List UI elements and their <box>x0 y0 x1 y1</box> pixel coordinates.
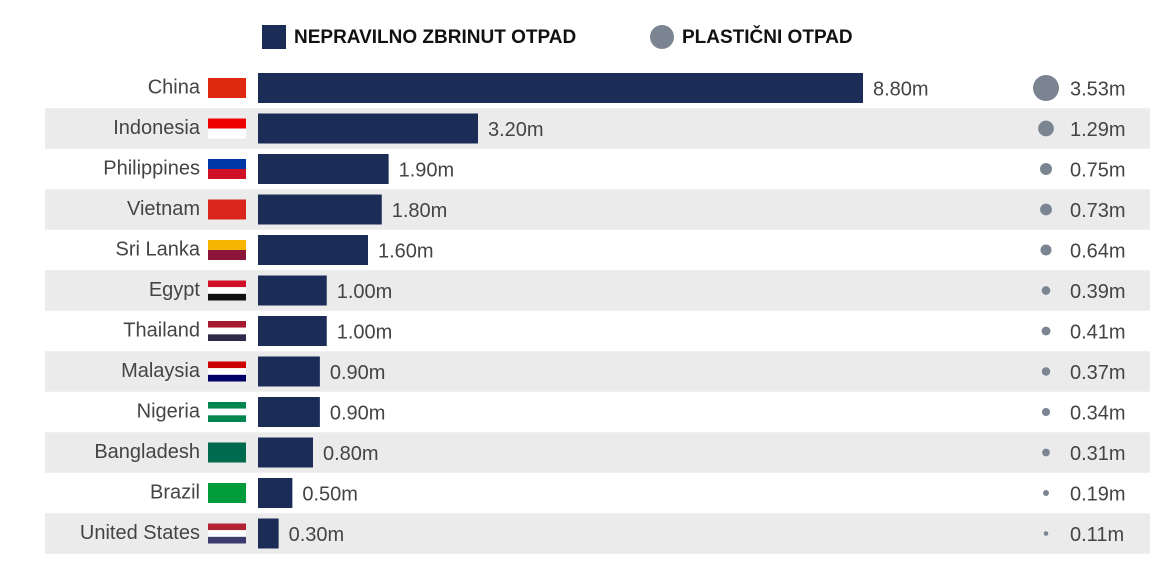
flag <box>208 287 246 294</box>
bar <box>258 276 327 306</box>
category-label: Nigeria <box>137 400 201 422</box>
bubble <box>1038 121 1054 137</box>
flag <box>208 524 246 531</box>
flag <box>208 402 246 409</box>
value-label: 3.20m <box>488 119 544 141</box>
category-label: Thailand <box>123 319 200 341</box>
flag <box>208 78 246 98</box>
flag <box>208 159 246 169</box>
bubble-label: 0.41m <box>1070 321 1126 343</box>
value-label: 0.80m <box>323 443 379 465</box>
bar <box>258 519 279 549</box>
bubble <box>1033 75 1059 101</box>
bar <box>258 316 327 346</box>
bubble <box>1042 286 1051 295</box>
category-label: Vietnam <box>127 198 200 220</box>
chart: NEPRAVILNO ZBRINUT OTPAD PLASTIČNI OTPAD… <box>0 0 1167 565</box>
bubble-label: 0.19m <box>1070 483 1126 505</box>
bar <box>258 114 478 144</box>
bar <box>258 235 368 265</box>
flag <box>208 409 246 416</box>
bar <box>258 397 320 427</box>
bubble-label: 0.31m <box>1070 443 1126 465</box>
bar <box>258 73 863 103</box>
flag <box>208 537 246 544</box>
value-label: 1.00m <box>337 321 393 343</box>
bar <box>258 154 389 184</box>
category-label: Malaysia <box>121 360 201 382</box>
flag <box>208 483 246 503</box>
bubble <box>1040 163 1052 175</box>
bubble <box>1043 490 1049 496</box>
flag <box>208 281 246 288</box>
legend-label: NEPRAVILNO ZBRINUT OTPAD <box>294 27 576 48</box>
bubble-label: 0.73m <box>1070 200 1126 222</box>
bar <box>258 195 382 225</box>
bubble-label: 0.11m <box>1070 524 1124 546</box>
category-label: Sri Lanka <box>116 238 201 260</box>
legend-swatch <box>262 25 286 49</box>
value-label: 1.60m <box>378 240 434 262</box>
value-label: 0.90m <box>330 362 386 384</box>
flag <box>208 415 246 422</box>
category-label: Philippines <box>103 157 200 179</box>
bubble-label: 3.53m <box>1070 78 1126 100</box>
category-label: United States <box>80 522 200 544</box>
bubble <box>1042 367 1050 375</box>
flag <box>208 334 246 341</box>
bubble-label: 1.29m <box>1070 119 1126 141</box>
flag <box>208 328 246 335</box>
category-label: Bangladesh <box>94 441 200 463</box>
flag <box>208 169 246 179</box>
flag <box>208 362 246 369</box>
bubble <box>1040 204 1052 216</box>
legend-label: PLASTIČNI OTPAD <box>682 26 853 48</box>
value-label: 0.30m <box>289 524 345 546</box>
bubble-label: 0.75m <box>1070 159 1126 181</box>
flag <box>208 321 246 328</box>
flag <box>208 375 246 382</box>
category-label: Indonesia <box>113 117 201 139</box>
legend-swatch <box>650 25 674 49</box>
category-label: Brazil <box>150 481 200 503</box>
bubble <box>1042 449 1050 457</box>
flag <box>208 240 246 250</box>
flag <box>208 443 246 463</box>
flag <box>208 368 246 375</box>
bar <box>258 438 313 468</box>
flag <box>208 119 246 129</box>
bar <box>258 357 320 387</box>
bar <box>258 478 292 508</box>
bubble <box>1042 327 1051 336</box>
flag <box>208 129 246 139</box>
bubble <box>1044 531 1049 536</box>
bubble-label: 0.39m <box>1070 281 1126 303</box>
category-label: Egypt <box>149 279 201 301</box>
bubble-label: 0.34m <box>1070 402 1126 424</box>
flag <box>208 530 246 537</box>
bubble-label: 0.37m <box>1070 362 1126 384</box>
bubble <box>1040 244 1051 255</box>
category-label: China <box>148 76 201 98</box>
value-label: 0.50m <box>302 483 358 505</box>
value-label: 1.80m <box>392 200 448 222</box>
value-label: 1.00m <box>337 281 393 303</box>
bubble <box>1042 408 1050 416</box>
flag <box>208 200 246 220</box>
value-label: 0.90m <box>330 402 386 424</box>
value-label: 1.90m <box>399 159 455 181</box>
flag <box>208 294 246 301</box>
bubble-label: 0.64m <box>1070 240 1126 262</box>
flag <box>208 250 246 260</box>
value-label: 8.80m <box>873 78 929 100</box>
